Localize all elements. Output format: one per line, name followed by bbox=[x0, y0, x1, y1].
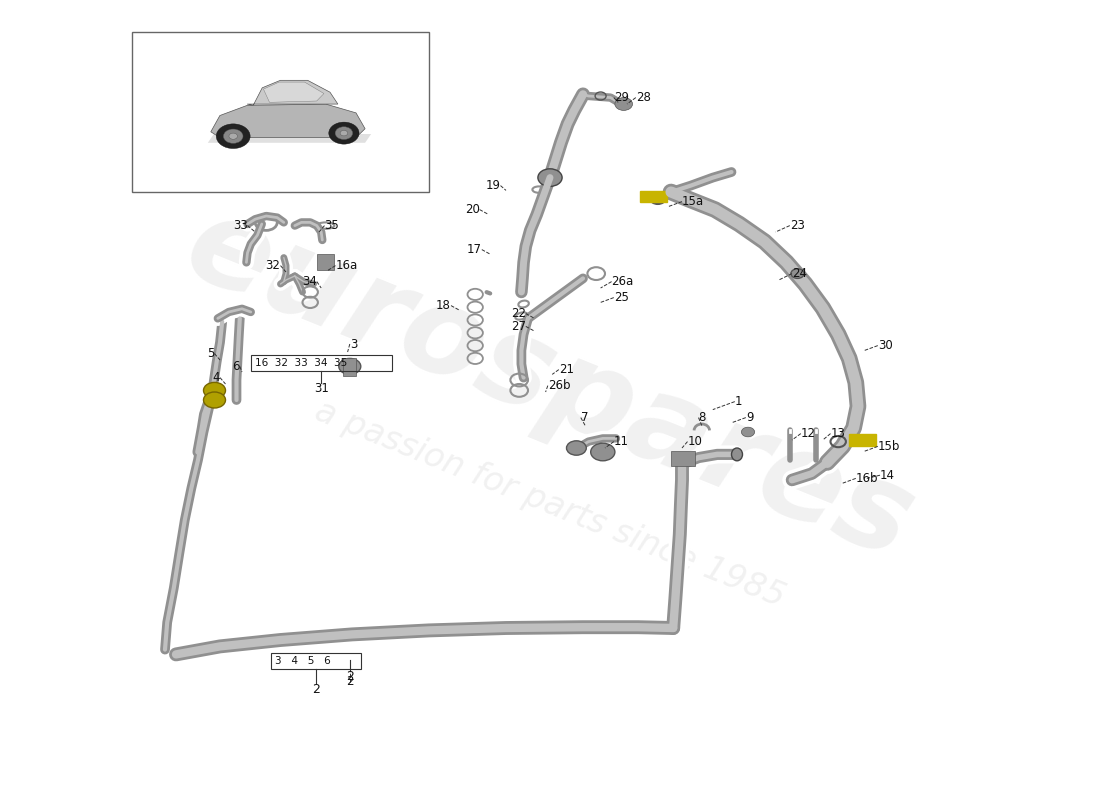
Text: 8: 8 bbox=[698, 411, 706, 424]
Text: 2: 2 bbox=[345, 670, 354, 682]
Text: 21: 21 bbox=[559, 363, 574, 376]
Circle shape bbox=[339, 358, 361, 374]
Text: 13: 13 bbox=[830, 427, 846, 440]
Bar bbox=[271, 653, 361, 669]
Text: a passion for parts since 1985: a passion for parts since 1985 bbox=[310, 394, 790, 614]
Circle shape bbox=[538, 169, 562, 186]
Circle shape bbox=[329, 122, 359, 144]
Circle shape bbox=[204, 382, 226, 398]
Bar bbox=[671, 451, 695, 466]
Text: 18: 18 bbox=[436, 299, 451, 312]
Text: 16  32  33  34  35: 16 32 33 34 35 bbox=[255, 358, 348, 368]
Circle shape bbox=[591, 443, 615, 461]
Text: 3   4   5   6: 3 4 5 6 bbox=[275, 656, 331, 666]
Polygon shape bbox=[264, 82, 324, 102]
Circle shape bbox=[791, 269, 804, 278]
Text: 3: 3 bbox=[350, 338, 358, 350]
Text: 28: 28 bbox=[636, 91, 651, 104]
Circle shape bbox=[217, 124, 250, 149]
Circle shape bbox=[615, 98, 632, 110]
Text: 17: 17 bbox=[466, 243, 482, 256]
Polygon shape bbox=[208, 134, 371, 142]
Text: 20: 20 bbox=[464, 203, 480, 216]
Text: eurospares: eurospares bbox=[169, 185, 931, 583]
Circle shape bbox=[229, 133, 238, 139]
Text: 27: 27 bbox=[510, 320, 526, 333]
Text: 14: 14 bbox=[880, 469, 895, 482]
Text: 26b: 26b bbox=[548, 379, 570, 392]
Bar bbox=[251, 355, 392, 371]
Polygon shape bbox=[211, 104, 365, 138]
Text: 33: 33 bbox=[233, 219, 248, 232]
Text: 31: 31 bbox=[314, 382, 329, 395]
Bar bbox=[132, 32, 429, 192]
Text: 34: 34 bbox=[301, 275, 317, 288]
Text: 16a: 16a bbox=[336, 259, 358, 272]
Text: 22: 22 bbox=[510, 307, 526, 320]
Text: 1: 1 bbox=[735, 395, 743, 408]
Ellipse shape bbox=[732, 448, 742, 461]
Text: 2: 2 bbox=[346, 675, 353, 688]
FancyArrowPatch shape bbox=[486, 292, 491, 294]
Bar bbox=[343, 358, 356, 376]
Text: 19: 19 bbox=[485, 179, 501, 192]
FancyBboxPatch shape bbox=[849, 434, 876, 446]
Text: 32: 32 bbox=[265, 259, 280, 272]
FancyBboxPatch shape bbox=[640, 191, 667, 202]
Text: 23: 23 bbox=[790, 219, 805, 232]
Text: 30: 30 bbox=[878, 339, 892, 352]
Text: 6: 6 bbox=[232, 360, 240, 373]
Circle shape bbox=[223, 129, 243, 143]
Text: 25: 25 bbox=[614, 291, 629, 304]
Text: 9: 9 bbox=[746, 411, 754, 424]
Text: 5: 5 bbox=[207, 347, 215, 360]
Text: 35: 35 bbox=[324, 219, 339, 232]
Polygon shape bbox=[248, 80, 338, 106]
Circle shape bbox=[340, 130, 348, 136]
Text: 15b: 15b bbox=[878, 440, 900, 453]
Text: 7: 7 bbox=[581, 411, 589, 424]
Text: 4: 4 bbox=[212, 371, 220, 384]
Text: 10: 10 bbox=[688, 435, 703, 448]
Text: 11: 11 bbox=[614, 435, 629, 448]
Text: 24: 24 bbox=[792, 267, 807, 280]
Text: 12: 12 bbox=[801, 427, 816, 440]
Text: 29: 29 bbox=[614, 91, 629, 104]
Bar bbox=[317, 254, 334, 270]
Text: 15a: 15a bbox=[682, 195, 704, 208]
Text: 16b: 16b bbox=[856, 472, 878, 485]
Circle shape bbox=[204, 392, 226, 408]
Circle shape bbox=[566, 441, 586, 455]
Circle shape bbox=[741, 427, 755, 437]
Text: 26a: 26a bbox=[612, 275, 634, 288]
Text: 2: 2 bbox=[311, 683, 320, 696]
Circle shape bbox=[336, 126, 353, 139]
